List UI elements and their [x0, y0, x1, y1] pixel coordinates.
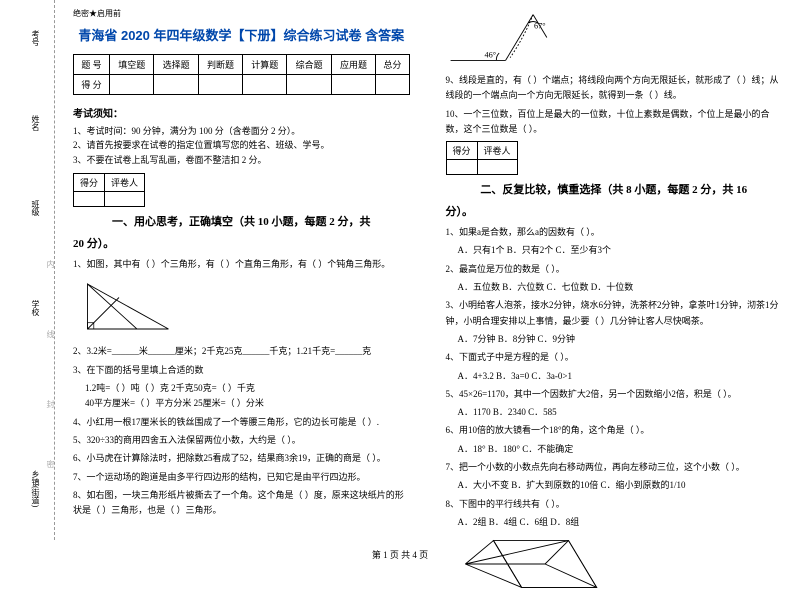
- left-column: 绝密★启用前 青海省 2020 年四年级数学【下册】综合练习试卷 含答案 题 号…: [55, 0, 428, 540]
- bind-label: 班级: [30, 200, 41, 216]
- q7: 7、一个运动场的跑道是由多平行四边形的结构，已知它是由平行四边形。: [73, 470, 410, 485]
- notice-item: 2、请首先按要求在试卷的指定位置填写您的姓名、班级、学号。: [73, 138, 410, 152]
- p2q1o: A．只有1个 B．只有2个 C．至少有3个: [446, 243, 783, 258]
- angle-67: 67°: [534, 21, 546, 30]
- secret-label: 绝密★启用前: [73, 8, 410, 19]
- th: 判断题: [198, 55, 242, 75]
- angle-46: 46°: [484, 51, 496, 60]
- score-table: 题 号 填空题 选择题 判断题 计算题 综合题 应用题 总分 得 分: [73, 54, 410, 95]
- part1-title2: 20 分）。: [73, 235, 410, 251]
- mini-th: 得分: [446, 142, 477, 160]
- triangle-figure: [83, 279, 173, 334]
- p2q7: 7、把一个小数的小数点先向右移动两位，再向左移动三位，这个小数（ ）。: [446, 460, 783, 475]
- p2q6o: A．18° B．180° C．不能确定: [446, 442, 783, 457]
- q9: 9、线段是直的，有（ ）个端点；将线段向两个方向无限延长，就形成了（ ）线；从线…: [446, 73, 783, 104]
- bind-hint: 封: [45, 400, 56, 408]
- td: [331, 75, 375, 95]
- notice-list: 1、考试时间：90 分钟，满分为 100 分（含卷面分 2 分）。 2、请首先按…: [73, 124, 410, 167]
- p2q3o: A．7分钟 B．8分钟 C．9分钟: [446, 332, 783, 347]
- q3a: 1.2吨=（ ）吨（ ）克 2千克50克=（ ）千克: [73, 381, 410, 396]
- bind-label: 学校: [30, 300, 41, 316]
- td: [287, 75, 331, 95]
- p2q2o: A．五位数 B．六位数 C．七位数 D．十位数: [446, 280, 783, 295]
- notice-item: 1、考试时间：90 分钟，满分为 100 分（含卷面分 2 分）。: [73, 124, 410, 138]
- th: 题 号: [74, 55, 110, 75]
- p2q5: 5、45×26=1170，其中一个因数扩大2倍，另一个因数缩小2倍，积是（ ）。: [446, 387, 783, 402]
- th: 填空题: [110, 55, 154, 75]
- bind-label: 乡镇(街道): [30, 470, 41, 507]
- rhombus-figure: [456, 534, 606, 594]
- p2q4o: A．4+3.2 B．3a=0 C．3a-0>1: [446, 369, 783, 384]
- angle-figure: 67° 46°: [446, 10, 556, 65]
- td: [110, 75, 154, 95]
- q4: 4、小红用一根17厘米长的铁丝围成了一个等腰三角形，它的边长可能是（ ）.: [73, 415, 410, 430]
- p2q8: 8、下图中的平行线共有（ ）。: [446, 497, 783, 512]
- bind-label: 考号: [30, 30, 41, 46]
- mini-td: [477, 160, 517, 175]
- th: 选择题: [154, 55, 198, 75]
- mini-td: [105, 192, 145, 207]
- part2-title: 二、反复比较，慎重选择（共 8 小题，每题 2 分，共 16: [446, 181, 783, 197]
- part2-title2: 分）。: [446, 203, 783, 219]
- p2q3: 3、小明给客人泡茶，接水2分钟，烧水6分钟，洗茶杯2分钟，拿茶叶1分钟，沏茶1分…: [446, 298, 783, 329]
- td: [376, 75, 409, 95]
- notice-head: 考试须知：: [73, 105, 410, 120]
- p2q5o: A．1170 B．2340 C．585: [446, 405, 783, 420]
- q6: 6、小马虎在计算除法时，把除数25看成了52，结果商3余19，正确的商是（ ）。: [73, 451, 410, 466]
- th: 计算题: [243, 55, 287, 75]
- notice-item: 3、不要在试卷上乱写乱画，卷面不整洁扣 2 分。: [73, 153, 410, 167]
- right-column: 67° 46° 9、线段是直的，有（ ）个端点；将线段向两个方向无限延长，就形成…: [428, 0, 800, 540]
- p2q6: 6、用10倍的放大镜看一个18°的角，这个角是（ ）。: [446, 423, 783, 438]
- p2q4: 4、下面式子中是方程的是（ ）。: [446, 350, 783, 365]
- bind-label: 姓名: [30, 115, 41, 131]
- td: [243, 75, 287, 95]
- q3: 3、在下面的括号里填上合适的数: [73, 363, 410, 378]
- bind-hint: 内: [45, 260, 56, 268]
- bind-hint: 线: [45, 330, 56, 338]
- bind-hint: 密: [45, 460, 56, 468]
- page-title: 青海省 2020 年四年级数学【下册】综合练习试卷 含答案: [73, 25, 410, 44]
- td: [154, 75, 198, 95]
- th: 总分: [376, 55, 409, 75]
- mini-th: 评卷人: [477, 142, 517, 160]
- p2q8o: A．2组 B．4组 C．6组 D．8组: [446, 515, 783, 530]
- th: 应用题: [331, 55, 375, 75]
- q5: 5、320÷33的商用四舍五入法保留两位小数，大约是（ ）。: [73, 433, 410, 448]
- td: 得 分: [74, 75, 110, 95]
- td: [198, 75, 242, 95]
- binding-column: 考号 姓名 班级 学校 乡镇(街道) 内 线 封 密: [0, 0, 55, 540]
- page-footer: 第 1 页 共 4 页: [0, 548, 800, 561]
- mini-th: 得分: [74, 174, 105, 192]
- mini-score-table: 得分 评卷人: [73, 173, 145, 207]
- part1-title: 一、用心思考，正确填空（共 10 小题，每题 2 分，共: [73, 213, 410, 229]
- q8: 8、如右图，一块三角形纸片被撕去了一个角。这个角是（ ）度，原来这块纸片的形状是…: [73, 488, 410, 519]
- q1: 1、如图，其中有（ ）个三角形，有（ ）个直角三角形，有（ ）个钝角三角形。: [73, 257, 410, 272]
- mini-td: [446, 160, 477, 175]
- q3b: 40平方厘米=（ ）平方分米 25厘米=（ ）分米: [73, 396, 410, 411]
- th: 综合题: [287, 55, 331, 75]
- q2: 2、3.2米=______米______厘米；2千克25克______千克；1.…: [73, 344, 410, 359]
- p2q1: 1、如果a是合数，那么a的因数有（ ）。: [446, 225, 783, 240]
- q10: 10、一个三位数，百位上是最大的一位数，十位上素数是偶数，个位上是最小的合数，这…: [446, 107, 783, 138]
- mini-td: [74, 192, 105, 207]
- p2q7o: A．大小不变 B．扩大到原数的10倍 C．缩小到原数的1/10: [446, 478, 783, 493]
- mini-th: 评卷人: [105, 174, 145, 192]
- p2q2: 2、最高位是万位的数是（ ）。: [446, 262, 783, 277]
- mini-score-table-2: 得分 评卷人: [446, 141, 518, 175]
